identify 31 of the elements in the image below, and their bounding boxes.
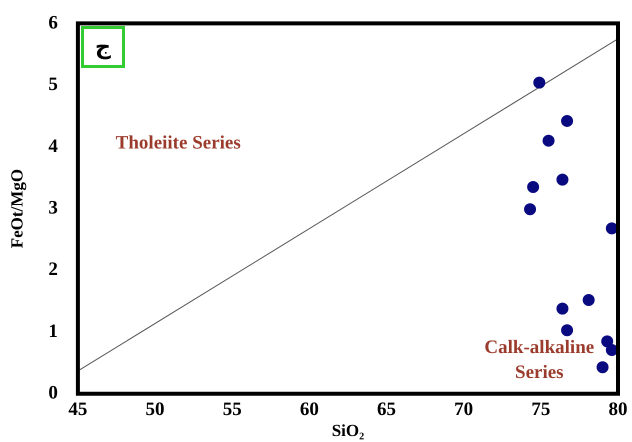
point	[533, 76, 546, 89]
point	[561, 114, 574, 127]
y-tick-label: 5	[48, 74, 58, 96]
x-tick-label: 60	[300, 399, 319, 420]
point	[582, 294, 595, 306]
point	[556, 174, 568, 186]
point	[596, 361, 609, 374]
point	[561, 324, 574, 336]
point	[524, 203, 536, 216]
x-tick-label: 65	[377, 399, 396, 420]
point	[542, 134, 555, 147]
point	[556, 302, 568, 315]
y-tick-label: 3	[48, 198, 58, 219]
x-tick-label: 50	[146, 399, 165, 420]
y-tick-label: 4	[48, 136, 58, 157]
x-tick-label: 80	[608, 399, 628, 420]
x-tick-label: 70	[454, 399, 474, 420]
y-tick-label: 6	[48, 12, 58, 34]
y-tick-label: 1	[48, 320, 58, 342]
x-tick-label: 75	[531, 399, 550, 420]
y-axis-title: FeOt/MgO	[8, 168, 27, 248]
annotation: Tholeiite Series	[116, 132, 241, 154]
point	[527, 180, 540, 193]
y-tick-label: 0	[48, 382, 58, 404]
x-axis-title: SiO₂	[332, 421, 364, 440]
label-frame: ج	[80, 26, 125, 68]
point	[601, 335, 614, 348]
y-tick-label: 2	[48, 259, 58, 280]
x-tick-label: 45	[68, 399, 88, 420]
x-tick-label: 55	[222, 399, 242, 420]
annotation: Calk-alkaline Series	[484, 336, 594, 383]
